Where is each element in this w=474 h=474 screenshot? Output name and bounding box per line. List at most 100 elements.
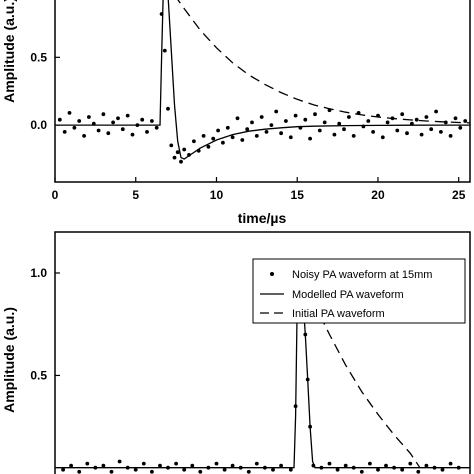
bottom-data-point (448, 461, 453, 466)
bottom-data-point (408, 461, 413, 466)
top-data-point (77, 119, 82, 123)
top-data-point (317, 128, 322, 133)
top-data-point (57, 117, 62, 122)
top-chart: 0 5 10 15 20 25 0.0 0.5 time/µs Amplitude (a.u.… (1, 0, 471, 226)
top-data-point (337, 121, 342, 126)
top-data-point (154, 125, 159, 130)
bottom-chart: 0.5 1.0 Amplitude (a.u.) Noisy PA wavefor… (1, 231, 471, 474)
bottom-data-point (416, 469, 421, 474)
top-data-point (269, 123, 274, 127)
top-series-layer (55, 0, 471, 164)
top-data-point (82, 134, 86, 138)
top-data-point (120, 127, 125, 132)
bottom-data-point (214, 461, 219, 466)
top-data-point (116, 116, 120, 121)
bottom-data-point (376, 467, 380, 472)
top-data-point (162, 48, 167, 53)
top-data-point (395, 128, 400, 133)
bottom-data-point (222, 467, 227, 472)
bottom-data-point (190, 463, 195, 468)
top-data-point (458, 125, 463, 130)
top-data-point (211, 136, 216, 141)
top-data-point (332, 132, 337, 137)
top-data-point (216, 128, 221, 133)
bottom-data-point (384, 463, 388, 468)
top-data-point (245, 127, 250, 132)
top-data-point (303, 117, 308, 122)
top-data-point (87, 115, 91, 119)
bottom-ticks-layer: 0.5 1.0 (30, 266, 60, 382)
top-data-point (240, 138, 245, 142)
top-data-point (429, 127, 434, 132)
top-data-point (166, 106, 170, 111)
bottom-data-point (246, 469, 251, 474)
top-data-point (342, 127, 346, 132)
top-x-tick-label: 0 (52, 188, 59, 202)
top-data-point (453, 116, 458, 121)
bottom-data-point (368, 461, 372, 466)
bottom-data-point (182, 467, 187, 472)
top-data-point (419, 132, 424, 137)
top-data-point (274, 109, 279, 114)
top-data-point (221, 140, 225, 145)
top-data-point (439, 130, 443, 134)
top-data-point (230, 135, 235, 140)
top-data-point (322, 120, 327, 125)
top-data-point (72, 125, 77, 130)
top-data-point (235, 116, 240, 121)
legend-marker-noisy (270, 272, 274, 276)
top-data-point (150, 119, 154, 123)
legend-box (252, 258, 466, 324)
bottom-data-point (359, 469, 364, 474)
top-data-point (145, 130, 149, 134)
bottom-y-axis-title: Amplitude (a.u.) (1, 307, 17, 413)
top-y-axis-title: Amplitude (a.u.) (1, 0, 17, 103)
bottom-data-point (271, 467, 275, 472)
top-data-point (169, 143, 174, 148)
top-data-point (351, 134, 356, 138)
bottom-series-layer (55, 271, 470, 474)
bottom-data-point (61, 467, 65, 472)
bottom-dashed-series-line (297, 272, 421, 469)
top-data-point (130, 132, 135, 137)
top-data-point (106, 131, 111, 136)
top-data-point (279, 131, 283, 136)
bottom-data-point (327, 461, 332, 466)
bottom-data-point (117, 459, 122, 464)
bottom-data-point (440, 467, 445, 472)
bottom-data-point (343, 463, 348, 468)
top-data-point (172, 155, 177, 160)
bottom-data-point (150, 469, 154, 474)
legend-label-modelled: Modelled PA waveform (292, 289, 404, 301)
bottom-data-point (109, 469, 114, 474)
top-data-point (111, 120, 115, 125)
bottom-data-point (335, 467, 340, 472)
top-ticks-layer: 0 5 10 15 20 25 0.0 0.5 (30, 50, 465, 202)
top-data-point (62, 130, 67, 134)
top-x-tick-label: 25 (452, 188, 466, 202)
bottom-data-point (101, 463, 106, 468)
top-data-point (448, 134, 453, 138)
top-data-point (192, 139, 196, 144)
top-plot-frame (54, 0, 471, 183)
top-data-point (405, 131, 409, 136)
bottom-data-point (288, 467, 293, 472)
bottom-y-tick-label: 0.5 (30, 368, 47, 382)
bottom-plot-frame (54, 231, 471, 474)
bottom-data-point (230, 463, 235, 468)
bottom-data-point (133, 467, 138, 472)
bottom-data-point (141, 461, 146, 466)
top-solid-series-line (55, 0, 470, 160)
top-data-point (371, 130, 375, 134)
top-data-point (400, 112, 405, 117)
top-y-tick-label: 0.0 (30, 118, 47, 132)
top-data-point (347, 115, 351, 119)
bottom-data-point (254, 461, 259, 466)
top-data-point (254, 134, 259, 138)
top-data-point (284, 119, 288, 123)
top-data-point (96, 128, 101, 133)
top-data-point (225, 125, 230, 130)
top-x-tick-label: 10 (210, 188, 224, 202)
top-x-tick-label: 15 (291, 188, 305, 202)
